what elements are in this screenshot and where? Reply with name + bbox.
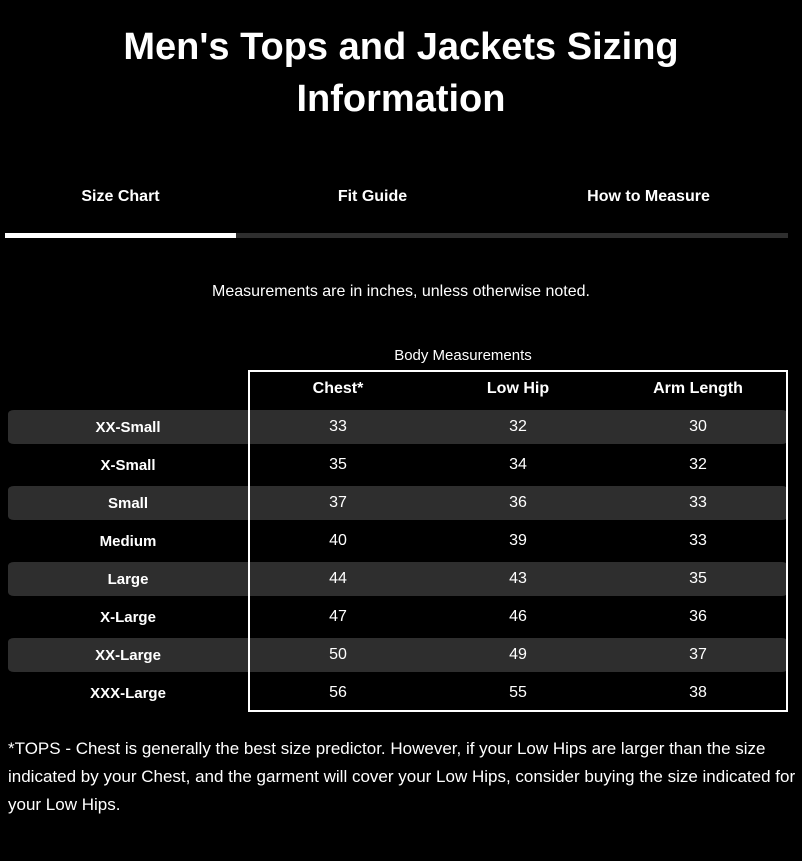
column-header-low-hip: Low Hip (486, 380, 550, 397)
units-note: Measurements are in inches, unless other… (212, 283, 590, 300)
tab-bar: Size Chart Fit Guide How to Measure (5, 188, 788, 206)
cell-chest: 44 (329, 570, 347, 587)
table-row: X-Small 35 34 32 (8, 446, 788, 484)
tops-footnote: *TOPS - Chest is generally the best size… (8, 739, 796, 814)
cell-chest: 50 (329, 646, 347, 663)
active-tab-indicator (5, 233, 236, 238)
inactive-tab-track (236, 233, 788, 238)
row-label: X-Small (100, 456, 156, 474)
cell-arm-length: 35 (689, 570, 707, 587)
table-row: XX-Large 50 49 37 (8, 636, 788, 674)
cell-arm-length: 32 (689, 456, 707, 473)
cell-arm-length: 33 (689, 494, 707, 511)
cell-low-hip: 43 (509, 570, 527, 587)
size-table: Chest* Low Hip Arm Length XX-Small 33 32… (8, 370, 788, 712)
row-label: X-Large (100, 608, 156, 626)
row-label: XX-Large (95, 646, 161, 664)
table-row: XXX-Large 56 55 38 (8, 674, 788, 712)
cell-low-hip: 55 (509, 684, 527, 701)
cell-arm-length: 36 (689, 608, 707, 625)
cell-arm-length: 37 (689, 646, 707, 663)
row-label: Medium (99, 532, 157, 550)
row-label: Small (107, 494, 149, 512)
cell-low-hip: 46 (509, 608, 527, 625)
cell-chest: 37 (329, 494, 347, 511)
column-header-arm-length: Arm Length (653, 380, 743, 397)
cell-arm-length: 33 (689, 532, 707, 549)
cell-arm-length: 30 (689, 418, 707, 435)
cell-chest: 56 (329, 684, 347, 701)
column-header-chest: Chest* (312, 380, 364, 397)
tab-how-to-measure[interactable]: How to Measure (587, 188, 710, 205)
row-label: XXX-Large (90, 684, 166, 702)
cell-low-hip: 49 (509, 646, 527, 663)
cell-chest: 47 (329, 608, 347, 625)
cell-chest: 35 (329, 456, 347, 473)
table-row: Large 44 43 35 (8, 560, 788, 598)
cell-chest: 40 (329, 532, 347, 549)
row-label: Large (107, 570, 149, 588)
cell-low-hip: 39 (509, 532, 527, 549)
table-row: Medium 40 39 33 (8, 522, 788, 560)
cell-chest: 33 (329, 418, 347, 435)
row-label: XX-Small (95, 418, 161, 436)
table-caption: Body Measurements (394, 347, 532, 364)
tab-indicator-track (5, 233, 788, 238)
cell-arm-length: 38 (689, 684, 707, 701)
cell-low-hip: 32 (509, 418, 527, 435)
tab-fit-guide[interactable]: Fit Guide (337, 188, 408, 205)
table-header-row: Chest* Low Hip Arm Length (8, 370, 788, 408)
tab-size-chart[interactable]: Size Chart (81, 188, 160, 205)
table-row: Small 37 36 33 (8, 484, 788, 522)
cell-low-hip: 36 (509, 494, 527, 511)
table-row: XX-Small 33 32 30 (8, 408, 788, 446)
cell-low-hip: 34 (509, 456, 527, 473)
page-title: Men's Tops and Jackets Sizing Informatio… (123, 26, 679, 120)
table-row: X-Large 47 46 36 (8, 598, 788, 636)
